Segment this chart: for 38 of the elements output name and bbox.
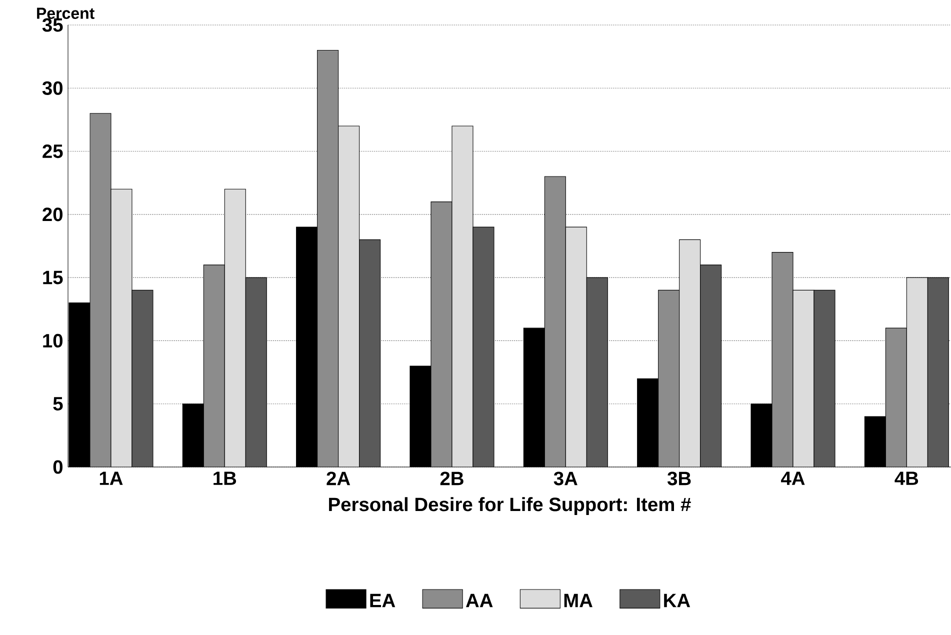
- bar: [814, 290, 835, 467]
- bar: [679, 240, 700, 467]
- y-axis-title: Percent: [37, 8, 94, 19]
- y-tick-label: 25: [42, 144, 63, 158]
- x-tick-label: 4A: [781, 472, 805, 485]
- y-tick-label: 10: [43, 334, 63, 348]
- x-tick-label: 1B: [214, 472, 236, 485]
- y-tick-label: 30: [42, 81, 63, 95]
- x-tick-label: 3A: [554, 472, 578, 486]
- y-tick-label: 5: [53, 397, 63, 411]
- bar: [793, 290, 814, 467]
- x-tick-label: 4B: [894, 472, 918, 485]
- x-tick-label: 2A: [326, 472, 350, 486]
- x-tick-label: 2B: [440, 472, 464, 486]
- bar: [906, 277, 928, 467]
- bar: [700, 264, 722, 467]
- y-tick-label: 35: [42, 18, 63, 32]
- bar: [927, 277, 949, 467]
- x-tick-label: 1A: [100, 472, 123, 485]
- bar: [132, 290, 153, 467]
- y-tick-label: 15: [43, 270, 63, 284]
- y-tick-label: 0: [53, 460, 63, 474]
- bar: [452, 126, 473, 467]
- bar: [246, 278, 267, 467]
- legend-label: MA: [564, 594, 592, 608]
- bar: [359, 240, 380, 467]
- x-axis-title: Personal Desire for Life Support: Item #: [329, 497, 691, 516]
- bar: [338, 126, 360, 467]
- bar: [110, 189, 132, 467]
- bar: [586, 278, 608, 467]
- legend-label: EA: [370, 594, 396, 608]
- legend-label: AA: [466, 594, 493, 608]
- bar: [472, 227, 494, 467]
- legend-label: KA: [664, 594, 690, 608]
- y-tick-label: 20: [42, 208, 63, 222]
- bar: [566, 227, 587, 467]
- x-tick-label: 3B: [667, 472, 691, 486]
- bar: [224, 189, 246, 467]
